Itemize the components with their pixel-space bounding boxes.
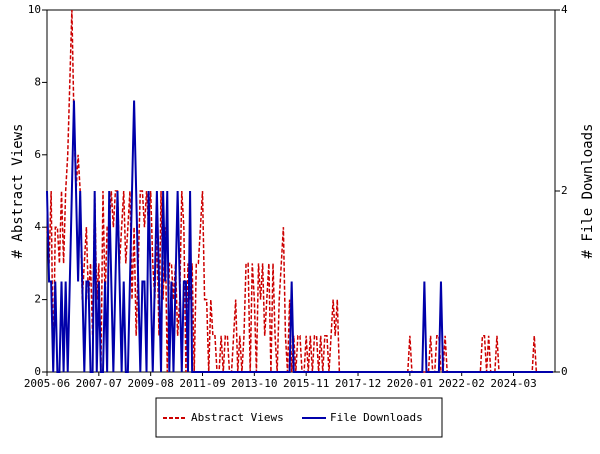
y-tick-label: 2 <box>34 293 41 306</box>
y-tick-label: 4 <box>34 220 41 233</box>
legend-label: File Downloads <box>330 411 423 424</box>
y2-tick-label: 0 <box>561 365 568 378</box>
series-line <box>46 9 553 373</box>
y2-axis-title: # File Downloads <box>580 124 596 259</box>
x-tick-label: 2007-07 <box>76 377 122 390</box>
y-tick-label: 10 <box>28 3 41 16</box>
y2-tick-label: 2 <box>561 184 568 197</box>
x-tick-label: 2017-12 <box>335 377 381 390</box>
x-tick-label: 2015-11 <box>283 377 329 390</box>
x-tick-label: 2024-03 <box>490 377 536 390</box>
x-tick-label: 2005-06 <box>24 377 70 390</box>
legend-box <box>155 397 443 438</box>
x-tick-label: 2022-02 <box>439 377 485 390</box>
x-tick-label: 2013-10 <box>231 377 277 390</box>
y2-tick-label: 4 <box>561 3 568 16</box>
y-tick-label: 8 <box>34 75 41 88</box>
y-tick-label: 6 <box>34 148 41 161</box>
y-axis-title: # Abstract Views <box>10 124 26 259</box>
legend-label: Abstract Views <box>191 411 284 424</box>
x-tick-label: 2020-01 <box>387 377 433 390</box>
x-tick-label: 2011-09 <box>179 377 225 390</box>
x-tick-label: 2009-08 <box>127 377 173 390</box>
series-line <box>46 100 553 373</box>
y-tick-label: 0 <box>34 365 41 378</box>
